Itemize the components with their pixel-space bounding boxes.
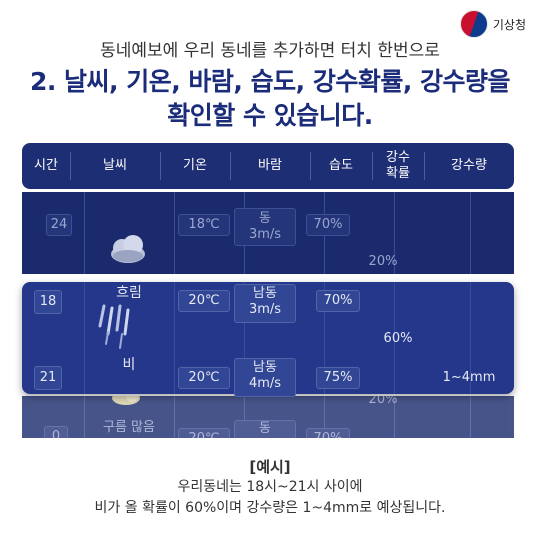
wind-box-18: 남동 3m/s <box>234 284 296 323</box>
grid-line <box>324 396 325 438</box>
wind-direction: 남동 <box>253 286 277 301</box>
forecast-row-next: 20% 구름 많음 0 20℃ 동 70% <box>22 396 514 438</box>
weather-label: 구름 많음 <box>103 420 155 435</box>
header-divider <box>160 152 161 180</box>
wind-direction: 동 <box>259 211 271 226</box>
humidity-box-21: 75% <box>316 367 360 389</box>
grid-line <box>174 396 175 438</box>
grid-line <box>84 282 85 394</box>
grid-line <box>244 282 245 394</box>
wind-direction: 남동 <box>253 360 277 375</box>
grid-line <box>324 282 325 394</box>
wind-speed: 3m/s <box>248 226 282 242</box>
grid-line <box>84 192 85 274</box>
wind-box: 동 <box>234 420 296 438</box>
precip-probability: 20% <box>368 396 398 407</box>
header-temperature: 기온 <box>183 157 207 173</box>
weather-label-cloudy: 흐림 <box>116 285 142 301</box>
precip-probability-group: 60% <box>383 331 413 346</box>
temperature-box-18: 20℃ <box>178 290 230 312</box>
forecast-highlight-group: 18 흐림 20℃ 남동 3m/s 70% 비 21 20℃ 남동 4m/s 7… <box>22 282 514 397</box>
header-divider <box>230 152 231 180</box>
humidity-box-18: 70% <box>316 290 360 312</box>
partly-cloudy-icon <box>112 396 140 405</box>
header-precip-probability: 강수 확률 <box>386 149 410 181</box>
grid-line <box>470 192 471 274</box>
header-divider <box>70 152 71 180</box>
grid-line <box>470 396 471 438</box>
forecast-row-prev: 24 18℃ 동 3m/s 70% 20% <box>22 192 514 274</box>
grid-line <box>394 282 395 394</box>
time-badge-21: 21 <box>34 366 62 390</box>
precip-probability: 20% <box>368 254 398 269</box>
title-line-2: 확인할 수 있습니다. <box>167 101 373 130</box>
time-badge: 0 <box>44 426 68 438</box>
grid-line <box>84 396 85 438</box>
wind-box-21: 남동 4m/s <box>234 358 296 397</box>
grid-line <box>174 192 175 274</box>
grid-line <box>470 282 471 394</box>
header-time: 시간 <box>34 157 58 173</box>
grid-line <box>394 396 395 438</box>
grid-line <box>174 282 175 394</box>
headline: 동네예보에 우리 동네를 추가하면 터치 한번으로 <box>100 41 440 61</box>
time-badge: 24 <box>46 214 72 236</box>
temperature-box: 20℃ <box>178 428 230 438</box>
wind-box: 동 3m/s <box>234 208 296 246</box>
kma-taegeuk-icon <box>459 10 488 38</box>
example-line-2: 비가 올 확률이 60%이며 강수량은 1~4mm로 예상됩니다. <box>94 500 446 516</box>
example-label: [예시] <box>249 458 291 476</box>
kma-logo: 기상청 <box>459 10 526 38</box>
title-line-1: 2. 날씨, 기온, 바람, 습도, 강수확률, 강수량을 <box>29 67 511 96</box>
logo-text: 기상청 <box>492 17 526 32</box>
humidity-box: 70% <box>306 428 350 438</box>
weather-label-rain: 비 <box>122 357 136 373</box>
humidity-box: 70% <box>306 214 350 236</box>
table-header: 시간 날씨 기온 바람 습도 강수 확률 강수량 <box>22 143 514 189</box>
cloudy-icon <box>111 235 145 263</box>
rain-icon <box>98 304 130 349</box>
temperature-box: 18℃ <box>178 214 230 236</box>
header-divider <box>310 152 311 180</box>
header-divider <box>424 152 425 180</box>
temperature-box-21: 20℃ <box>178 367 230 389</box>
grid-line <box>244 396 245 438</box>
wind-direction: 동 <box>259 421 271 436</box>
wind-speed: 3m/s <box>248 301 282 317</box>
time-badge-18: 18 <box>34 290 62 314</box>
header-divider <box>372 152 373 180</box>
example-line-1: 우리동네는 18시~21시 사이에 <box>177 479 363 495</box>
header-precip-amount: 강수량 <box>451 157 487 173</box>
header-humidity: 습도 <box>329 157 353 173</box>
precip-amount-group: 1~4mm <box>442 370 496 385</box>
header-wind: 바람 <box>258 157 282 173</box>
wind-speed: 4m/s <box>248 375 282 391</box>
header-weather: 날씨 <box>103 157 127 173</box>
grid-line <box>394 192 395 274</box>
